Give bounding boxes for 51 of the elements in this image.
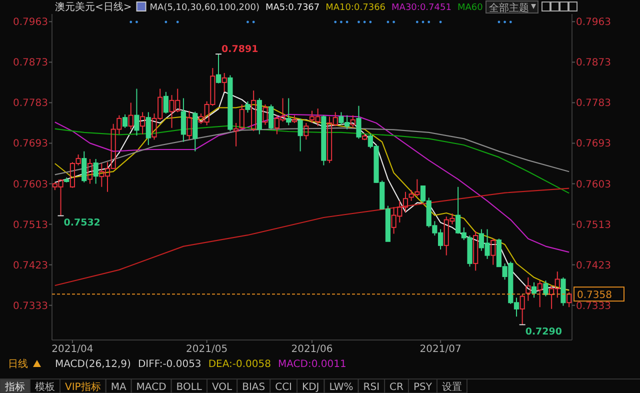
y2-tick-label: 0.7333 — [576, 300, 611, 312]
text: BIAS — [242, 382, 266, 393]
text: MA10:0.7366 — [326, 3, 386, 13]
y-tick-label: 0.7603 — [13, 179, 48, 190]
y2-tick-label: 0.7963 — [576, 17, 611, 28]
text: LW% — [329, 382, 354, 393]
text: MA5:0.7367 — [265, 3, 320, 13]
text: CR — [390, 382, 404, 393]
text: RSI — [363, 382, 380, 393]
y-tick-label: 0.7423 — [13, 260, 48, 272]
text: MA — [110, 382, 126, 393]
x-tick-label: 2021/05 — [186, 344, 228, 355]
text: 模板 — [35, 381, 55, 393]
text: VIP指标 — [65, 381, 101, 393]
y-tick-label: 0.7693 — [13, 138, 48, 150]
text: CCI — [275, 382, 292, 393]
annotation: 0.7290 — [525, 326, 562, 338]
text: DIFF:-0.0053 — [138, 359, 202, 370]
text: MACD — [136, 382, 167, 393]
y-tick-label: 0.7783 — [13, 98, 48, 110]
y2-tick-label: 0.7603 — [576, 179, 611, 190]
text: PSY — [413, 382, 433, 393]
x-tick-label: 2021/04 — [52, 344, 94, 355]
chart-title: 澳元美元<日线> — [55, 1, 132, 13]
text: MACD:0.0011 — [278, 359, 346, 370]
text: 日线 — [8, 358, 28, 370]
legend-title: MA(5,10,30,60,100,200) — [150, 3, 260, 13]
y-tick-label: 0.7513 — [13, 220, 48, 231]
x-tick-label: 2021/07 — [420, 344, 462, 355]
text: MA30:0.7451 — [392, 3, 452, 13]
y2-tick-label: 0.7783 — [576, 98, 611, 110]
text: 设置 — [442, 381, 462, 393]
annotation: 0.7532 — [64, 218, 100, 229]
text: VOL — [212, 382, 233, 393]
y-tick-label: 0.7873 — [13, 58, 48, 69]
y2-tick-label: 0.7423 — [576, 260, 611, 272]
text: KDJ — [302, 382, 320, 393]
text: 指标 — [4, 381, 25, 393]
y-tick-label: 0.7333 — [13, 300, 48, 312]
y-tick-label: 0.7963 — [13, 17, 48, 28]
text: 全部主题 — [489, 2, 529, 14]
ref-line-label: 0.7358 — [577, 290, 612, 302]
text: MACD(26,12,9) — [55, 359, 132, 370]
text: BOLL — [176, 382, 202, 393]
y2-tick-label: 0.7693 — [576, 138, 611, 150]
text: DEA:-0.0058 — [208, 359, 271, 370]
text: MA60 — [457, 3, 484, 13]
y2-tick-label: 0.7873 — [576, 58, 611, 69]
y2-tick-label: 0.7513 — [576, 220, 611, 231]
x-tick-label: 2021/06 — [291, 344, 333, 355]
annotation: 0.7891 — [222, 44, 258, 56]
